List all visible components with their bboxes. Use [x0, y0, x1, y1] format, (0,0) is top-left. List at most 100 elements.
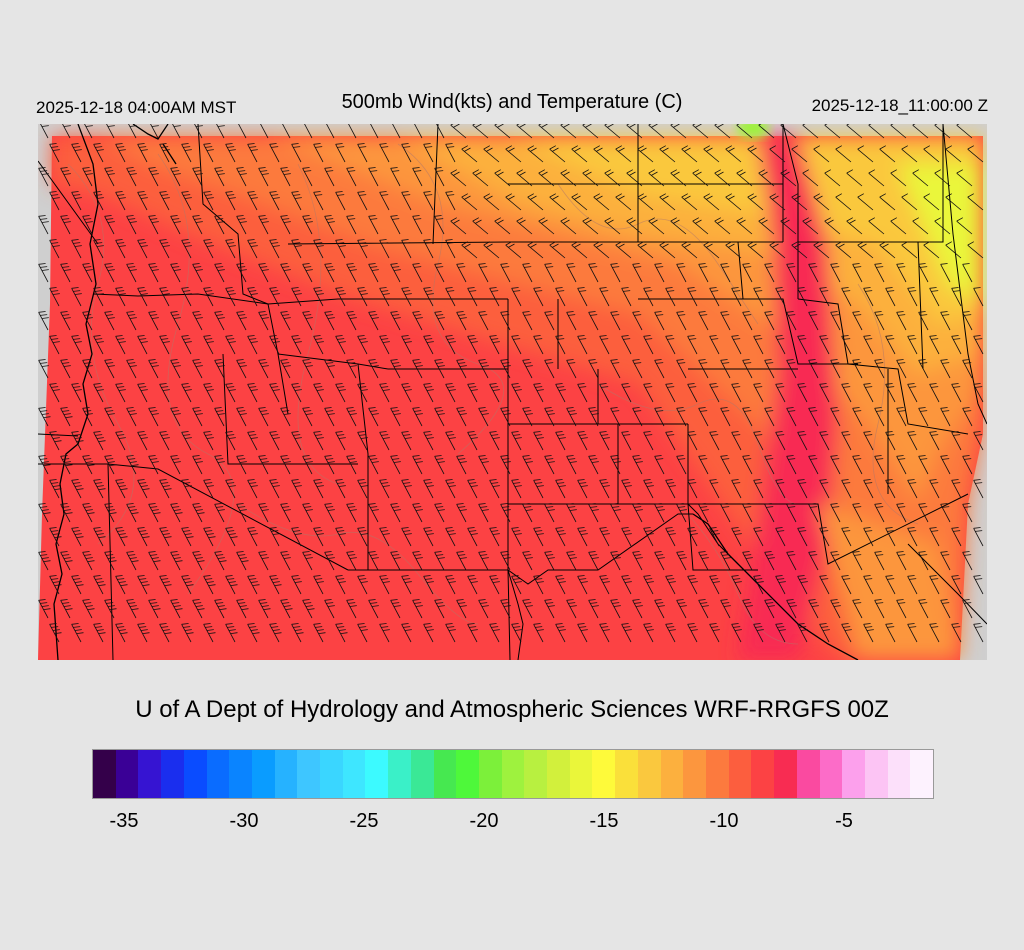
wind-barb: [940, 455, 951, 475]
wind-barb: [258, 455, 269, 475]
wind-barb: [687, 287, 698, 307]
wind-barb: [280, 215, 291, 235]
wind-barb: [159, 191, 170, 211]
wind-barb: [962, 503, 973, 523]
wind-barb: [973, 383, 984, 403]
wind-barb: [665, 479, 676, 499]
wind-barb: [38, 551, 51, 571]
wind-barb: [654, 263, 665, 283]
wind-barb: [665, 287, 676, 307]
wind-barb: [313, 623, 326, 643]
wind-barb: [566, 359, 577, 379]
wind-barb: [357, 143, 368, 163]
wind-barb: [819, 479, 830, 499]
wind-barb: [621, 575, 632, 595]
wind-barb: [797, 527, 808, 547]
wind-barb: [544, 455, 555, 475]
wind-barb: [626, 217, 643, 235]
wind-barb: [703, 193, 720, 211]
wind-barb: [423, 191, 434, 211]
wind-barb: [115, 143, 126, 163]
wind-barb: [786, 407, 797, 427]
wind-barb: [857, 193, 874, 211]
valid-time-utc: 2025-12-18_11:00:00 Z: [811, 96, 988, 115]
wind-barb: [681, 241, 698, 259]
wind-barb: [346, 599, 357, 619]
wind-barb: [863, 335, 874, 355]
wind-barb: [632, 551, 643, 571]
wind-barb: [324, 551, 335, 571]
wind-barb: [313, 383, 324, 403]
wind-barb: [775, 527, 786, 547]
wind-barb: [929, 527, 940, 547]
wind-barb: [764, 551, 775, 571]
wind-barb: [49, 383, 60, 403]
wind-barb: [192, 599, 205, 619]
wind-barb: [533, 623, 544, 643]
utah-border: [277, 353, 389, 570]
wind-barb: [335, 383, 346, 403]
wind-barb: [71, 575, 84, 595]
wind-barb: [159, 431, 170, 451]
wind-barb: [172, 124, 181, 139]
wind-barb: [588, 407, 599, 427]
wind-barb: [313, 287, 324, 307]
wind-barb: [500, 503, 511, 523]
wind-barb: [423, 479, 434, 499]
wind-barb: [918, 359, 929, 379]
colorbar-swatch: [819, 750, 843, 798]
wind-barb: [456, 599, 467, 619]
colorbar-swatch: [660, 750, 684, 798]
colorbar-tick-label: -20: [469, 810, 499, 832]
wind-barb: [494, 169, 511, 187]
wind-barb: [258, 503, 269, 523]
wind-barb: [819, 335, 830, 355]
wind-barb: [49, 143, 60, 163]
wind-barb: [615, 241, 632, 259]
wind-barb: [940, 551, 951, 571]
wind-barb: [434, 263, 445, 283]
wind-barb: [335, 527, 346, 547]
wind-barb: [907, 431, 918, 451]
wind-barb: [940, 503, 951, 523]
wind-barb: [412, 599, 423, 619]
wind-barb: [49, 479, 62, 499]
wind-barb: [923, 145, 940, 163]
wind-barb: [148, 551, 161, 571]
wind-barb: [313, 143, 324, 163]
colorbar-swatch: [206, 750, 230, 798]
wind-barb: [148, 599, 161, 619]
wind-barb: [951, 335, 962, 355]
oregon-washington-border: [92, 293, 339, 305]
wind-barb: [753, 287, 764, 307]
wind-barb: [555, 383, 566, 403]
wind-barb: [291, 239, 302, 259]
wind-barb: [115, 335, 126, 355]
wind-barb: [973, 479, 984, 499]
colorbar-tick-label: -10: [709, 810, 739, 832]
wind-barb: [159, 143, 170, 163]
colorbar-tick-label: -5: [835, 810, 853, 832]
wind-barb: [115, 431, 126, 451]
wind-barb: [533, 479, 544, 499]
wind-barb: [753, 527, 764, 547]
wind-barb: [412, 359, 423, 379]
wind-barb: [582, 124, 599, 139]
wind-barb: [302, 455, 313, 475]
wind-barb: [126, 215, 137, 235]
wind-barb: [852, 311, 863, 331]
wind-barb: [769, 241, 786, 259]
wind-barb: [681, 145, 698, 163]
wind-barb: [813, 241, 830, 259]
eastern-edge: [942, 124, 987, 425]
wind-barb: [852, 359, 863, 379]
wind-barb: [593, 241, 610, 259]
wind-barb: [115, 527, 128, 547]
wind-barb: [412, 455, 423, 475]
wind-barb: [802, 169, 819, 187]
wind-barb: [192, 167, 203, 187]
wind-barb: [93, 479, 106, 499]
wind-barb: [456, 455, 467, 475]
wind-barb: [714, 169, 731, 187]
wind-barb: [280, 455, 291, 475]
